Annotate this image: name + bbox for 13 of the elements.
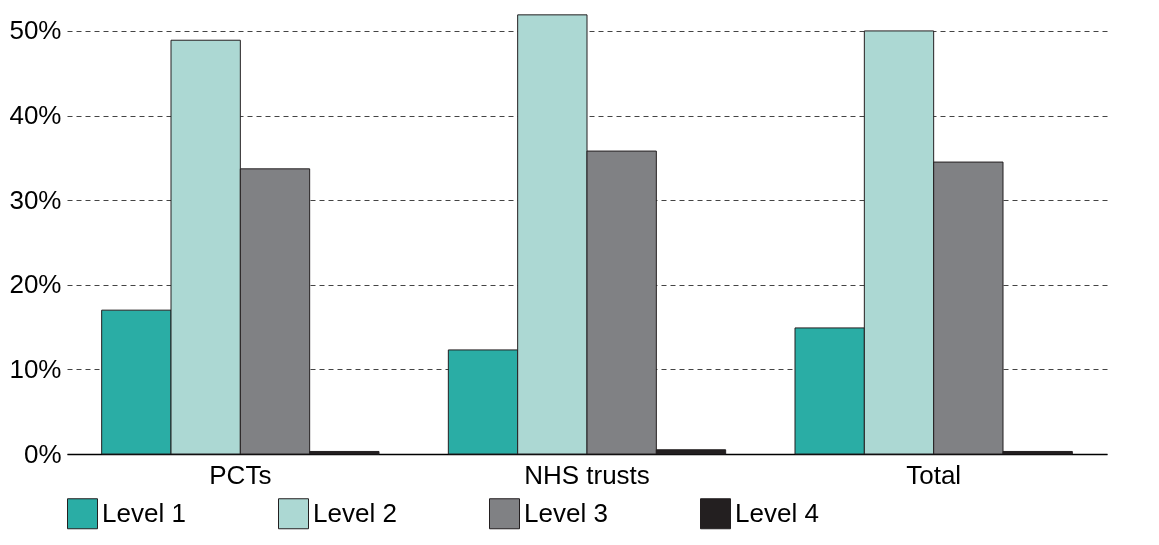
legend-label: Level 4 xyxy=(735,497,819,528)
y-tick-label: 0% xyxy=(23,438,62,469)
legend-label: Level 1 xyxy=(102,497,186,528)
y-tick-label: 40% xyxy=(9,100,62,131)
y-tick-label: 30% xyxy=(9,184,62,215)
legend-label: Level 2 xyxy=(313,497,397,528)
legend-label: Level 3 xyxy=(524,497,608,528)
y-tick-label: 10% xyxy=(9,353,62,384)
x-tick-label: Total xyxy=(906,459,962,490)
x-tick-label: NHS trusts xyxy=(524,459,650,490)
y-tick-label: 50% xyxy=(9,15,62,46)
x-tick-label: PCTs xyxy=(209,459,272,490)
y-tick-label: 20% xyxy=(9,269,62,300)
